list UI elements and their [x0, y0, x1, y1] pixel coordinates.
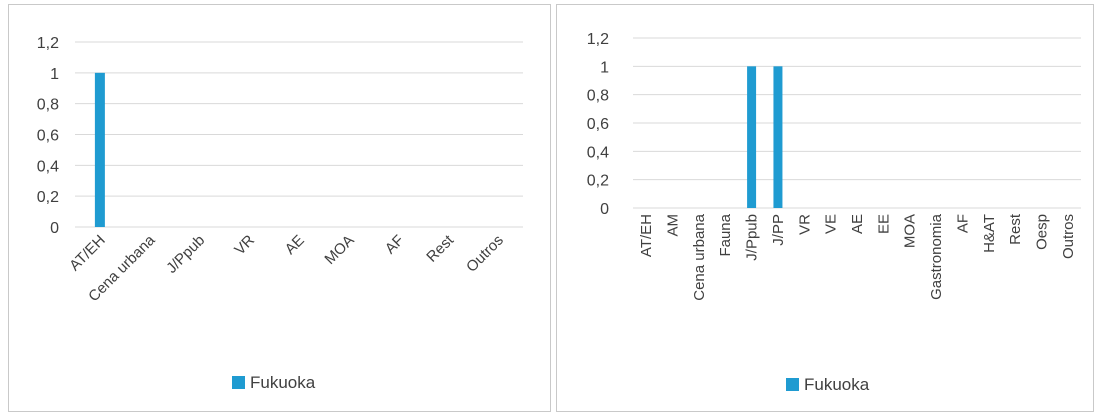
y-tick-label: 0,4 — [587, 144, 609, 161]
legend-swatch — [232, 376, 245, 389]
y-tick-label: 1,2 — [587, 31, 609, 48]
bar — [94, 72, 105, 227]
legend-label: Fukuoka — [250, 373, 316, 392]
y-tick-label: 0 — [50, 220, 59, 237]
x-category-label: AF — [954, 214, 971, 233]
y-tick-label: 1 — [50, 66, 59, 83]
x-category-label: Outros — [1060, 214, 1077, 259]
x-category-label: AE — [282, 232, 308, 258]
x-category-label: H&AT — [981, 214, 998, 253]
x-category-label: AM — [665, 214, 682, 237]
legend-label: Fukuoka — [804, 375, 870, 394]
legend: Fukuoka — [786, 375, 870, 394]
y-tick-label: 1 — [600, 59, 609, 76]
x-category-label: AT/EH — [66, 232, 108, 274]
x-category-label: MOA — [902, 214, 919, 248]
x-category-label: Rest — [1007, 213, 1024, 245]
x-category-label: Rest — [423, 231, 457, 265]
y-tick-label: 0,2 — [37, 189, 59, 206]
y-tick-label: 0 — [600, 201, 609, 218]
x-category-label: AT/EH — [638, 214, 655, 257]
bar — [747, 66, 757, 208]
x-category-label: EE — [875, 214, 892, 234]
bar-chart-right: 0 0,2 0,4 0,6 0,8 1 1,2 AT/EH AM Cena urbana Fauna… — [587, 31, 1081, 394]
x-category-label: AF — [382, 232, 408, 258]
x-category-label: Gastronomia — [928, 213, 945, 300]
chart-panel-right: 0 0,2 0,4 0,6 0,8 1 1,2 AT/EH AM Cena urbana Fauna… — [556, 4, 1094, 412]
x-category-label: MOA — [321, 232, 357, 268]
x-category-label: VR — [231, 232, 258, 259]
x-category-label: VR — [796, 214, 813, 235]
y-tick-label: 0,4 — [37, 158, 59, 175]
x-category-label: VE — [823, 214, 840, 234]
bar — [773, 66, 783, 208]
y-tick-label: 0,6 — [37, 128, 59, 145]
x-category-label: J/Ppub — [163, 232, 208, 277]
x-category-label: J/Ppub — [744, 214, 761, 261]
x-category-label: Outros — [463, 232, 507, 276]
legend-swatch — [786, 378, 799, 391]
y-tick-label: 0,8 — [587, 88, 609, 105]
x-category-label: AE — [849, 214, 866, 234]
y-tick-label: 0,8 — [37, 97, 59, 114]
y-tick-label: 0,6 — [587, 116, 609, 133]
y-tick-label: 0,2 — [587, 173, 609, 190]
legend: Fukuoka — [232, 373, 316, 392]
x-category-label: J/PP — [770, 214, 787, 246]
x-category-label: Cena urbana — [691, 213, 708, 300]
chart-panel-left: 0 0,2 0,4 0,6 0,8 1 1,2 AT/EH Cena urbana J/Ppub V… — [8, 4, 551, 412]
y-tick-label: 1,2 — [37, 35, 59, 52]
x-category-label: Oesp — [1033, 214, 1050, 250]
x-category-label: Fauna — [717, 213, 734, 256]
